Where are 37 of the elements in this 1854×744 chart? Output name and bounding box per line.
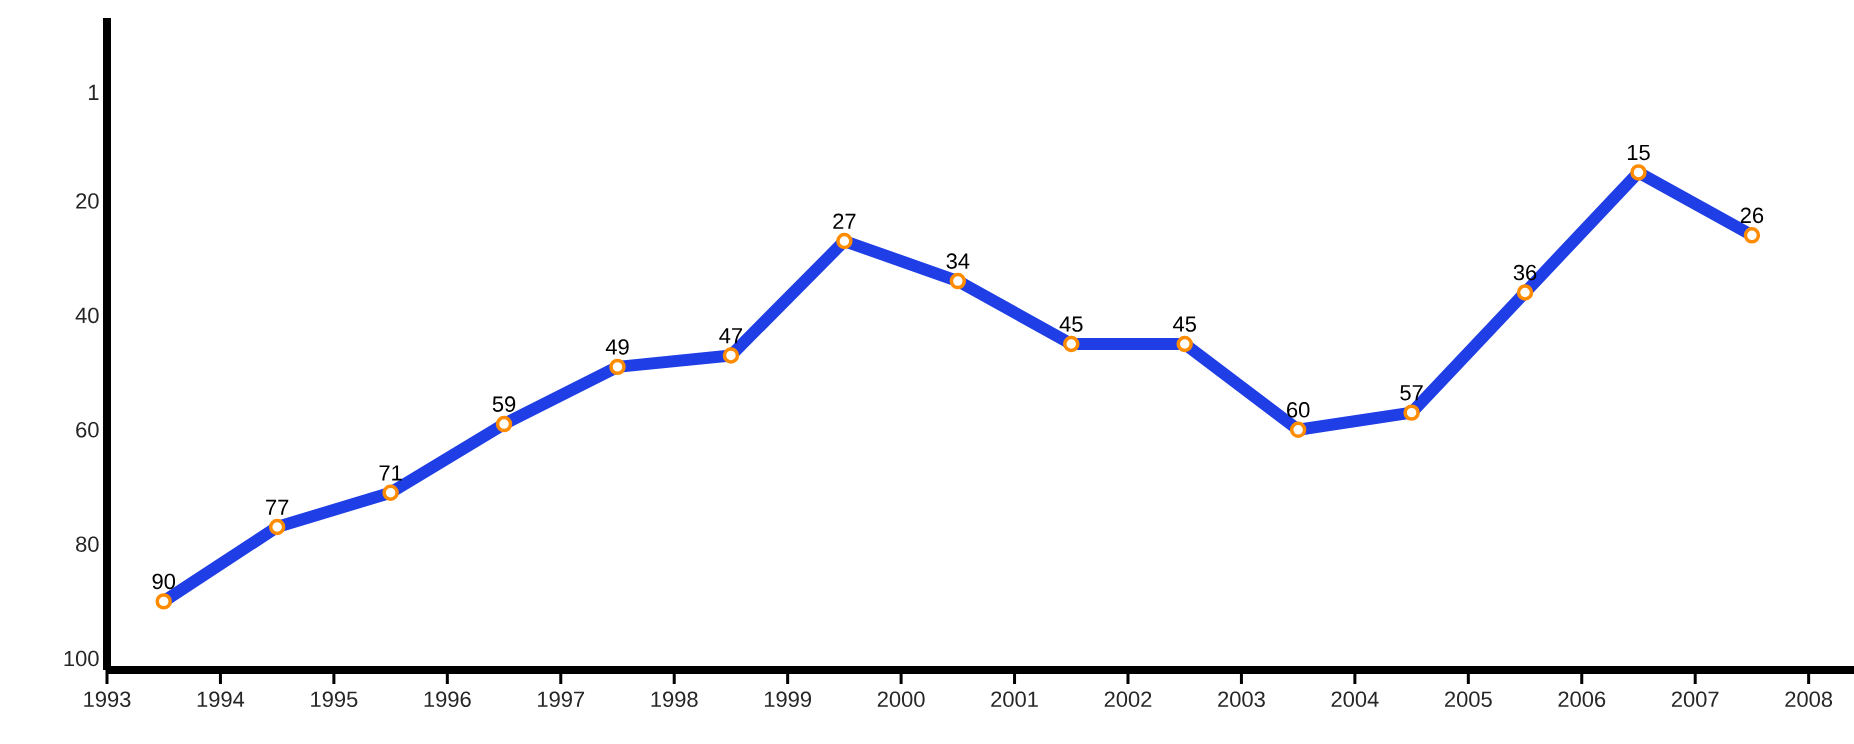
x-tick-label: 1993 [84,691,131,708]
x-tick-label: 2005 [1445,691,1492,708]
x-tick-label: 1995 [311,691,358,708]
y-tick-label: 100 [64,650,99,667]
data-label: 90 [152,573,176,590]
data-label: 27 [833,213,856,229]
data-label: 47 [719,328,743,344]
data-label: 34 [946,253,970,269]
x-tick-label: 2006 [1558,691,1606,708]
data-label: 36 [1513,264,1537,281]
y-tick-label: 1 [88,84,99,100]
data-label: 15 [1627,144,1650,161]
data-label: 57 [1400,385,1423,401]
data-label: 45 [1173,316,1196,332]
data-label: 71 [379,465,402,481]
x-tick-label: 2003 [1218,691,1265,708]
x-tick-label: 1997 [538,691,585,708]
data-label: 60 [1287,402,1310,418]
data-label: 77 [266,499,289,515]
data-label: 45 [1059,316,1083,332]
x-tick-label: 2002 [1104,691,1152,708]
x-tick-label: 2008 [1785,691,1833,708]
x-tick-label: 1996 [424,691,471,708]
x-tick-label: 1999 [764,691,811,708]
x-tick-label: 2004 [1331,691,1379,708]
x-tick-label: 2007 [1671,691,1719,708]
x-tick-label: 1998 [651,691,698,708]
y-tick-label: 20 [76,193,99,209]
y-tick-label: 40 [75,307,99,324]
x-tick-label: 1994 [197,691,245,708]
data-label: 59 [492,396,516,412]
y-tick-label: 60 [76,422,99,438]
data-label: 49 [605,339,629,355]
x-tick-label: 2001 [991,691,1038,708]
x-tick-label: 2000 [877,691,925,708]
y-tick-label: 80 [76,536,99,552]
data-label: 26 [1740,207,1764,224]
